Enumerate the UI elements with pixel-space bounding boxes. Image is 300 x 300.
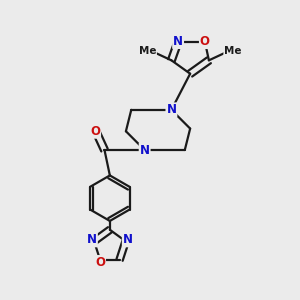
Text: Me: Me — [139, 46, 156, 56]
Text: O: O — [95, 256, 105, 269]
Text: N: N — [123, 233, 133, 246]
Text: O: O — [200, 35, 210, 48]
Text: Me: Me — [224, 46, 242, 56]
Text: N: N — [87, 233, 97, 246]
Text: N: N — [167, 103, 176, 116]
Text: O: O — [90, 125, 100, 138]
Text: N: N — [173, 35, 183, 48]
Text: N: N — [140, 143, 150, 157]
